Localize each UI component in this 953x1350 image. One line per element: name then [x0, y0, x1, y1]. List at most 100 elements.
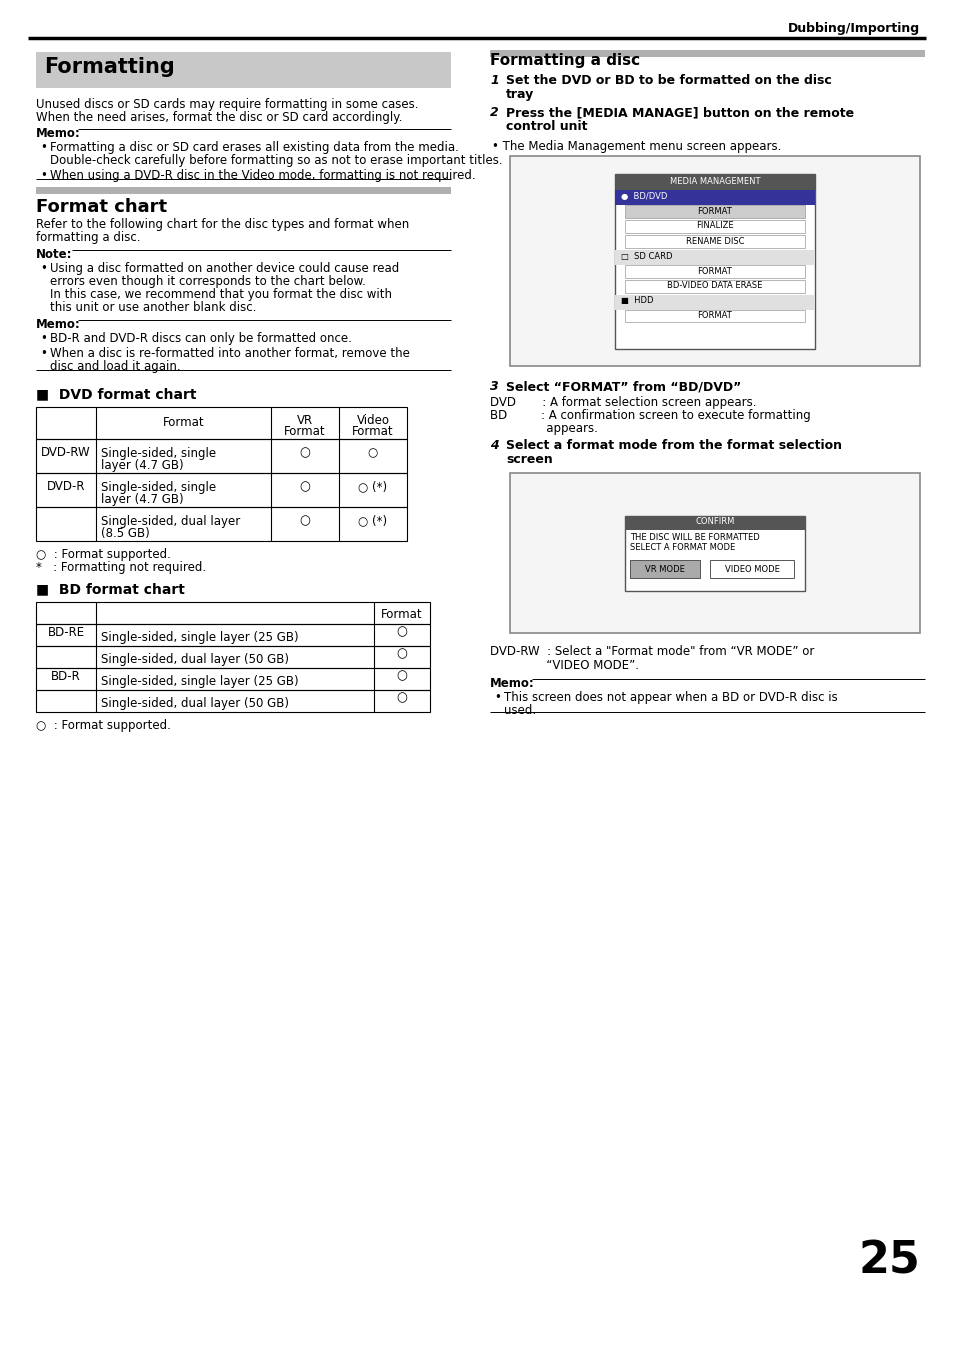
Text: Video: Video: [356, 414, 389, 427]
Text: 25: 25: [858, 1239, 919, 1282]
Text: ○: ○: [396, 691, 407, 705]
Text: errors even though it corresponds to the chart below.: errors even though it corresponds to the…: [50, 275, 366, 288]
Text: screen: screen: [505, 454, 552, 466]
Text: Single-sided, single layer (25 GB): Single-sided, single layer (25 GB): [101, 630, 298, 644]
Text: DVD-RW: DVD-RW: [41, 447, 91, 459]
Text: Single-sided, single: Single-sided, single: [101, 447, 216, 460]
Bar: [709, 559, 793, 578]
Bar: [36, 53, 451, 88]
Text: Format: Format: [352, 425, 394, 437]
Bar: [615, 294, 814, 309]
Text: •: •: [40, 169, 47, 182]
Text: control unit: control unit: [505, 120, 587, 134]
Bar: [624, 220, 804, 232]
Text: Format chart: Format chart: [36, 198, 167, 216]
Bar: [36, 472, 407, 508]
Bar: [615, 174, 814, 189]
Text: Using a disc formatted on another device could cause read: Using a disc formatted on another device…: [50, 262, 399, 275]
Bar: [624, 235, 804, 247]
Text: layer (4.7 GB): layer (4.7 GB): [101, 459, 183, 472]
Bar: [36, 508, 407, 541]
Text: •: •: [40, 140, 47, 154]
Text: 4: 4: [490, 439, 498, 452]
Text: Select a format mode from the format selection: Select a format mode from the format sel…: [505, 439, 841, 452]
Text: ○  : Format supported.: ○ : Format supported.: [36, 720, 171, 732]
Text: Formatting: Formatting: [44, 57, 174, 77]
Text: •: •: [40, 332, 47, 346]
Text: ■  DVD format chart: ■ DVD format chart: [36, 387, 196, 401]
Text: FORMAT: FORMAT: [697, 266, 732, 275]
Text: Single-sided, dual layer (50 GB): Single-sided, dual layer (50 GB): [101, 697, 289, 710]
Text: ○ (*): ○ (*): [358, 481, 387, 494]
Text: SELECT A FORMAT MODE: SELECT A FORMAT MODE: [629, 543, 735, 552]
Bar: [490, 50, 924, 57]
Text: Memo:: Memo:: [490, 676, 535, 690]
Text: VR MODE: VR MODE: [644, 564, 684, 574]
Bar: [615, 174, 814, 348]
Text: appears.: appears.: [490, 423, 598, 435]
Text: ○: ○: [368, 447, 377, 459]
Text: Format: Format: [284, 425, 326, 437]
Text: ○: ○: [396, 670, 407, 683]
Text: When a disc is re-formatted into another format, remove the: When a disc is re-formatted into another…: [50, 347, 410, 360]
Bar: [36, 647, 430, 668]
Text: DVD-R: DVD-R: [47, 481, 85, 494]
Text: THE DISC WILL BE FORMATTED: THE DISC WILL BE FORMATTED: [629, 533, 759, 543]
Text: Format: Format: [381, 608, 422, 621]
Text: ○: ○: [396, 648, 407, 660]
Text: □  SD CARD: □ SD CARD: [620, 251, 672, 261]
Bar: [36, 690, 430, 711]
Text: •: •: [494, 691, 500, 703]
Text: tray: tray: [505, 88, 534, 101]
Text: (8.5 GB): (8.5 GB): [101, 526, 150, 540]
Bar: [36, 439, 407, 472]
Text: Double-check carefully before formatting so as not to erase important titles.: Double-check carefully before formatting…: [50, 154, 502, 167]
Text: This screen does not appear when a BD or DVD-R disc is: This screen does not appear when a BD or…: [503, 691, 837, 703]
Text: formatting a disc.: formatting a disc.: [36, 231, 140, 244]
Bar: [624, 279, 804, 293]
Text: Formatting a disc or SD card erases all existing data from the media.: Formatting a disc or SD card erases all …: [50, 140, 458, 154]
Text: CONFIRM: CONFIRM: [695, 517, 734, 526]
Text: Dubbing/Importing: Dubbing/Importing: [787, 22, 919, 35]
Text: ○ (*): ○ (*): [358, 514, 387, 528]
Text: DVD       : A format selection screen appears.: DVD : A format selection screen appears.: [490, 396, 756, 409]
Text: layer (4.7 GB): layer (4.7 GB): [101, 493, 183, 506]
Text: Refer to the following chart for the disc types and format when: Refer to the following chart for the dis…: [36, 217, 409, 231]
Bar: [510, 157, 919, 366]
Text: BD-VIDEO DATA ERASE: BD-VIDEO DATA ERASE: [666, 282, 761, 290]
Text: ○: ○: [299, 481, 310, 494]
Text: BD-R and DVD-R discs can only be formatted once.: BD-R and DVD-R discs can only be formatt…: [50, 332, 352, 346]
Text: ■  HDD: ■ HDD: [620, 297, 653, 305]
Text: Single-sided, dual layer (50 GB): Single-sided, dual layer (50 GB): [101, 653, 289, 666]
Bar: [36, 188, 451, 194]
Text: •: •: [40, 347, 47, 360]
Bar: [36, 624, 430, 647]
Text: Note:: Note:: [36, 248, 72, 261]
Text: ○: ○: [299, 514, 310, 528]
Bar: [36, 406, 407, 439]
Text: Single-sided, single: Single-sided, single: [101, 481, 216, 494]
Bar: [624, 204, 804, 217]
Bar: [36, 602, 430, 624]
Text: *   : Formatting not required.: * : Formatting not required.: [36, 562, 206, 574]
Bar: [624, 265, 804, 278]
Text: Press the [MEDIA MANAGE] button on the remote: Press the [MEDIA MANAGE] button on the r…: [505, 107, 853, 119]
Text: FINALIZE: FINALIZE: [696, 221, 733, 231]
Bar: [615, 189, 814, 204]
Text: ○: ○: [396, 625, 407, 639]
Text: 2: 2: [490, 107, 498, 119]
Bar: [615, 250, 814, 265]
Text: When using a DVD-R disc in the Video mode, formatting is not required.: When using a DVD-R disc in the Video mod…: [50, 169, 476, 182]
Text: FORMAT: FORMAT: [697, 207, 732, 216]
Bar: [629, 559, 700, 578]
Text: used.: used.: [503, 703, 536, 717]
Text: DVD-RW  : Select a "Format mode" from “VR MODE” or: DVD-RW : Select a "Format mode" from “VR…: [490, 645, 814, 657]
Text: VR: VR: [296, 414, 313, 427]
Text: ○: ○: [299, 447, 310, 459]
Text: Set the DVD or BD to be formatted on the disc: Set the DVD or BD to be formatted on the…: [505, 74, 831, 86]
Text: Formatting a disc: Formatting a disc: [490, 53, 639, 68]
Text: •: •: [40, 262, 47, 275]
Bar: [624, 516, 804, 529]
Text: Single-sided, dual layer: Single-sided, dual layer: [101, 514, 240, 528]
Text: 1: 1: [490, 74, 498, 86]
